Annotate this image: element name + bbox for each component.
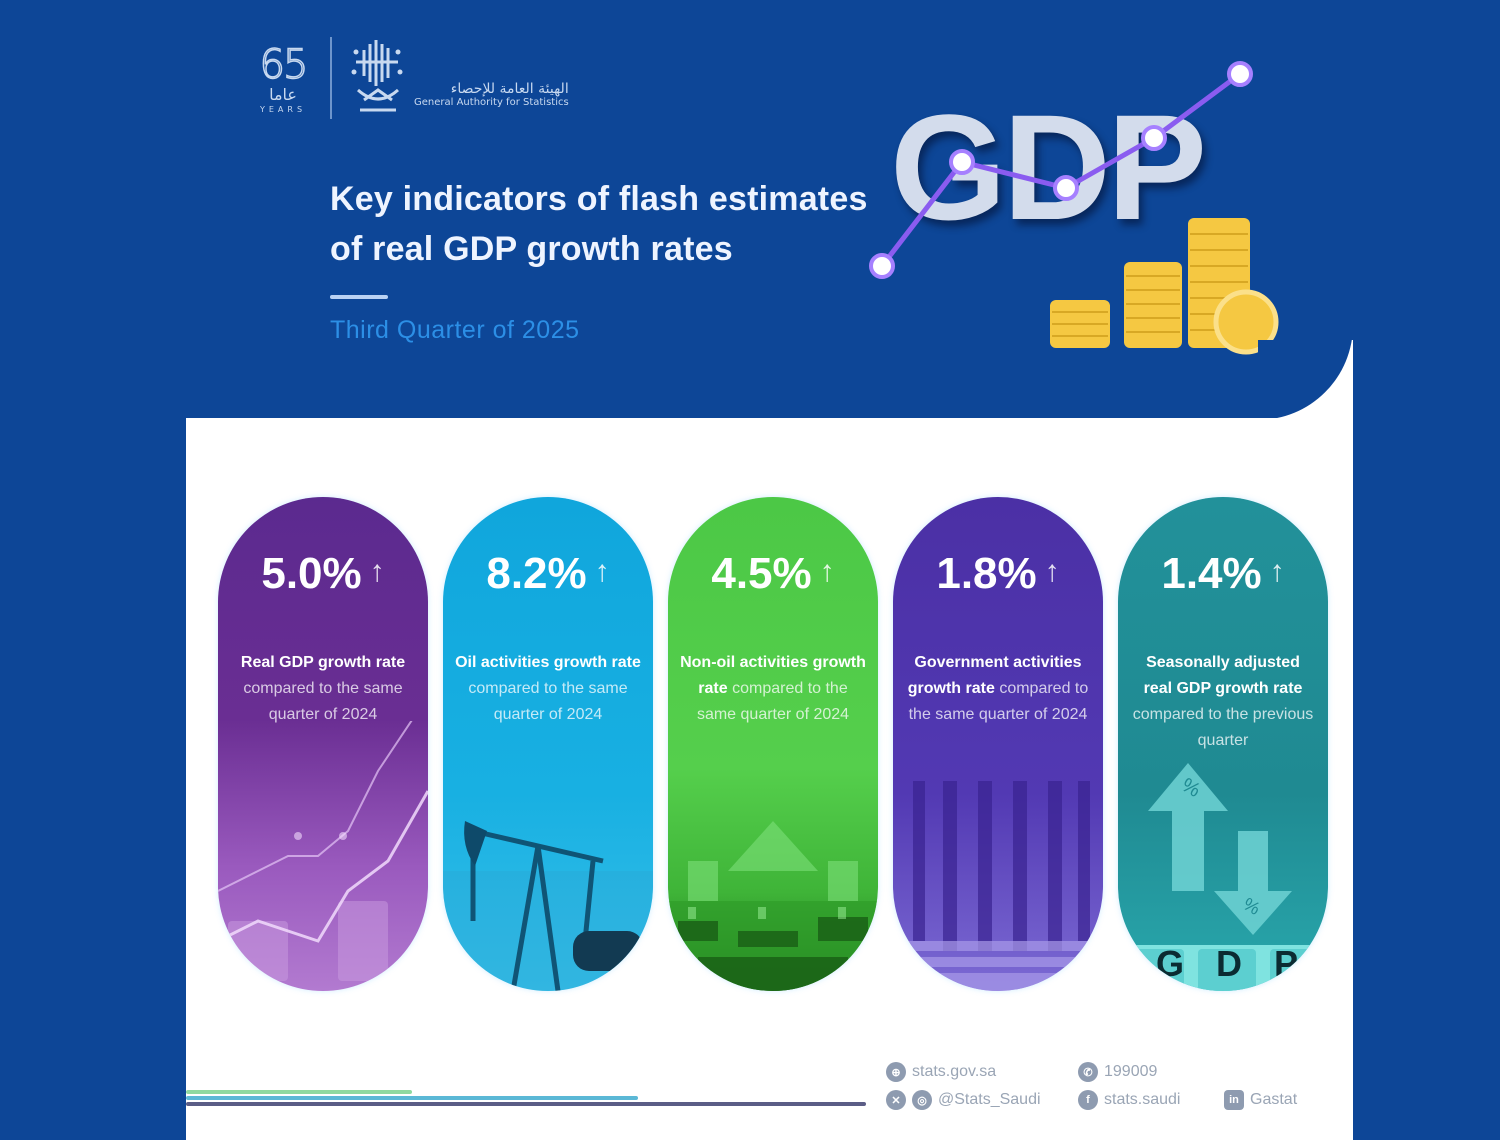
desc-light: compared to the previous quarter <box>1132 706 1314 749</box>
footer-line-green <box>186 1090 412 1094</box>
oil-pumpjack-illustration <box>443 721 653 991</box>
gastat-emblem-icon <box>350 38 406 118</box>
block-letter-p: P <box>1273 943 1298 984</box>
value-text: 1.4% <box>1161 549 1262 598</box>
block-letter-d: D <box>1215 943 1242 984</box>
desc-bold: Seasonally adjusted real GDP growth rate <box>1143 654 1303 697</box>
card-oil-activities: 8.2% ↑ Oil activities growth rate compar… <box>443 497 653 991</box>
footer-line-teal <box>186 1096 638 1100</box>
anniversary-number: 65 <box>259 41 309 88</box>
linkedin-link[interactable]: in Gastat <box>1224 1090 1297 1110</box>
card-description: Oil activities growth rate compared to t… <box>455 650 641 728</box>
linkedin-handle: Gastat <box>1250 1091 1298 1108</box>
phone-link[interactable]: ✆ 199009 <box>1078 1062 1157 1082</box>
website-link[interactable]: ⊕ stats.gov.sa <box>886 1062 1078 1082</box>
period-subtitle: Third Quarter of 2025 <box>330 316 580 344</box>
instagram-icon: ◎ <box>912 1090 932 1110</box>
desc-bold: Non-oil activities growth rate <box>680 654 866 697</box>
card-description: Real GDP growth rate compared to the sam… <box>230 650 416 728</box>
trend-up-arrow-icon: ↑ <box>819 555 835 588</box>
desc-bold: Oil activities growth rate <box>455 654 641 671</box>
gdp-hero-text: GDP <box>890 83 1207 251</box>
indicator-cards: 5.0% ↑ Real GDP growth rate compared to … <box>218 497 1328 991</box>
desc-light: compared to the same quarter of 2024 <box>243 680 403 723</box>
trend-up-arrow-icon: ↑ <box>594 555 610 588</box>
government-columns-illustration <box>893 721 1103 991</box>
trend-up-arrow-icon: ↑ <box>369 555 385 588</box>
gdp-blocks: G D P <box>1118 943 1328 985</box>
growth-line-and-coins-icon <box>869 61 1279 355</box>
card-description: Government activities growth rate compar… <box>905 650 1091 728</box>
footer-line-navy <box>186 1102 866 1106</box>
logo-divider <box>330 37 332 119</box>
card-description: Seasonally adjusted real GDP growth rate… <box>1130 650 1316 754</box>
city-skyline-illustration <box>668 721 878 991</box>
gastat-wordmark: الهيئة العامة للإحصاء General Authority … <box>414 81 569 109</box>
phone-icon: ✆ <box>1078 1062 1098 1082</box>
linkedin-icon: in <box>1224 1090 1244 1110</box>
card-government-activities: 1.8% ↑ Government activities growth rate… <box>893 497 1103 991</box>
desc-light: compared to the same quarter of 2024 <box>696 680 850 723</box>
phone-text: 199009 <box>1104 1063 1158 1080</box>
percent-arrows-illustration: % % G D P <box>1118 721 1328 991</box>
panel-corner-curve <box>1258 340 1353 420</box>
desc-light: compared to the same quarter of 2024 <box>468 680 628 723</box>
title-line-2: of real GDP growth rates <box>330 230 733 268</box>
card-value: 8.2% ↑ <box>443 549 653 599</box>
card-value: 4.5% ↑ <box>668 549 878 599</box>
line-chart-coins-illustration <box>218 710 428 991</box>
footer-contacts: ⊕ stats.gov.sa ✆ 199009 ✕ ◎ @Stats_Saudi… <box>886 1058 1297 1114</box>
card-value: 1.4% ↑ <box>1118 549 1328 599</box>
gdp-hero-illustration: GDP <box>860 50 1300 370</box>
card-value: 1.8% ↑ <box>893 549 1103 599</box>
desc-light: compared to the same quarter of 2024 <box>908 680 1089 723</box>
title-underline <box>330 295 388 299</box>
anniversary-logo: 65 عاما YEARS <box>250 41 316 114</box>
desc-bold: Government activities growth rate <box>907 654 1082 697</box>
value-text: 8.2% <box>486 549 587 598</box>
card-value: 5.0% ↑ <box>218 549 428 599</box>
card-real-gdp-growth: 5.0% ↑ Real GDP growth rate compared to … <box>218 497 428 991</box>
card-description: Non-oil activities growth rate compared … <box>680 650 866 728</box>
x-twitter-icon: ✕ <box>886 1090 906 1110</box>
org-name-arabic: الهيئة العامة للإحصاء <box>450 81 569 97</box>
desc-bold: Real GDP growth rate <box>240 654 406 671</box>
contacts-row-2: ✕ ◎ @Stats_Saudi f stats.saudi in Gastat <box>886 1086 1297 1114</box>
anniversary-arabic: عاما <box>269 84 297 104</box>
twitter-handle: @Stats_Saudi <box>938 1091 1041 1108</box>
org-name-english: General Authority for Statistics <box>414 97 569 108</box>
facebook-handle: stats.saudi <box>1104 1091 1181 1108</box>
block-letter-g: G <box>1155 943 1184 984</box>
header-logos: 65 عاما YEARS <box>250 36 569 120</box>
anniversary-label: YEARS <box>259 104 307 114</box>
page-title: Key indicators of flash estimates of rea… <box>330 174 890 274</box>
card-seasonally-adjusted: % % G D P <box>1118 497 1328 991</box>
value-text: 4.5% <box>711 549 812 598</box>
value-text: 5.0% <box>261 549 362 598</box>
value-text: 1.8% <box>936 549 1037 598</box>
twitter-link[interactable]: ✕ ◎ @Stats_Saudi <box>886 1090 1078 1110</box>
title-line-1: Key indicators of flash estimates <box>330 180 868 218</box>
globe-icon: ⊕ <box>886 1062 906 1082</box>
website-text: stats.gov.sa <box>912 1063 997 1080</box>
facebook-icon: f <box>1078 1090 1098 1110</box>
trend-up-arrow-icon: ↑ <box>1269 555 1285 588</box>
trend-up-arrow-icon: ↑ <box>1044 555 1060 588</box>
card-non-oil-activities: 4.5% ↑ Non-oil activities growth rate co… <box>668 497 878 991</box>
facebook-link[interactable]: f stats.saudi <box>1078 1090 1224 1110</box>
contacts-row-1: ⊕ stats.gov.sa ✆ 199009 <box>886 1058 1297 1086</box>
